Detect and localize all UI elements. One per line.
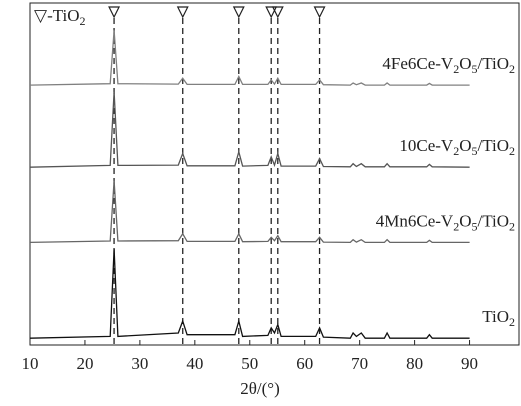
reference-marker (176, 6, 189, 19)
x-tick-label: 30 (131, 354, 148, 373)
reference-marker (313, 6, 326, 19)
x-tick-label: 10 (22, 354, 39, 373)
x-tick-label: 50 (241, 354, 258, 373)
reference-marker (232, 6, 245, 19)
x-axis-label: 2θ/(°) (240, 379, 280, 398)
pattern-line (29, 249, 470, 339)
x-tick-label: 90 (461, 354, 478, 373)
series-label: 10Ce-V2O5/TiO2 (399, 136, 515, 158)
series-label: 4Mn6Ce-V2O5/TiO2 (376, 211, 515, 233)
x-tick-label: 60 (296, 354, 313, 373)
series-label: 4Fe6Ce-V2O5/TiO2 (382, 54, 515, 76)
pattern-line (29, 91, 470, 168)
x-tick-label: 40 (186, 354, 203, 373)
x-tick-label: 20 (76, 354, 93, 373)
reference-marker (108, 6, 121, 19)
legend-text: ▽-TiO2 (34, 6, 86, 28)
x-tick-label: 80 (406, 354, 423, 373)
x-tick-label: 70 (351, 354, 368, 373)
series-label: TiO2 (482, 307, 515, 329)
plot-frame (29, 2, 520, 346)
pattern-line (29, 30, 470, 86)
pattern-line (29, 180, 470, 244)
reference-marker (271, 6, 284, 19)
reference-marker (265, 6, 278, 19)
